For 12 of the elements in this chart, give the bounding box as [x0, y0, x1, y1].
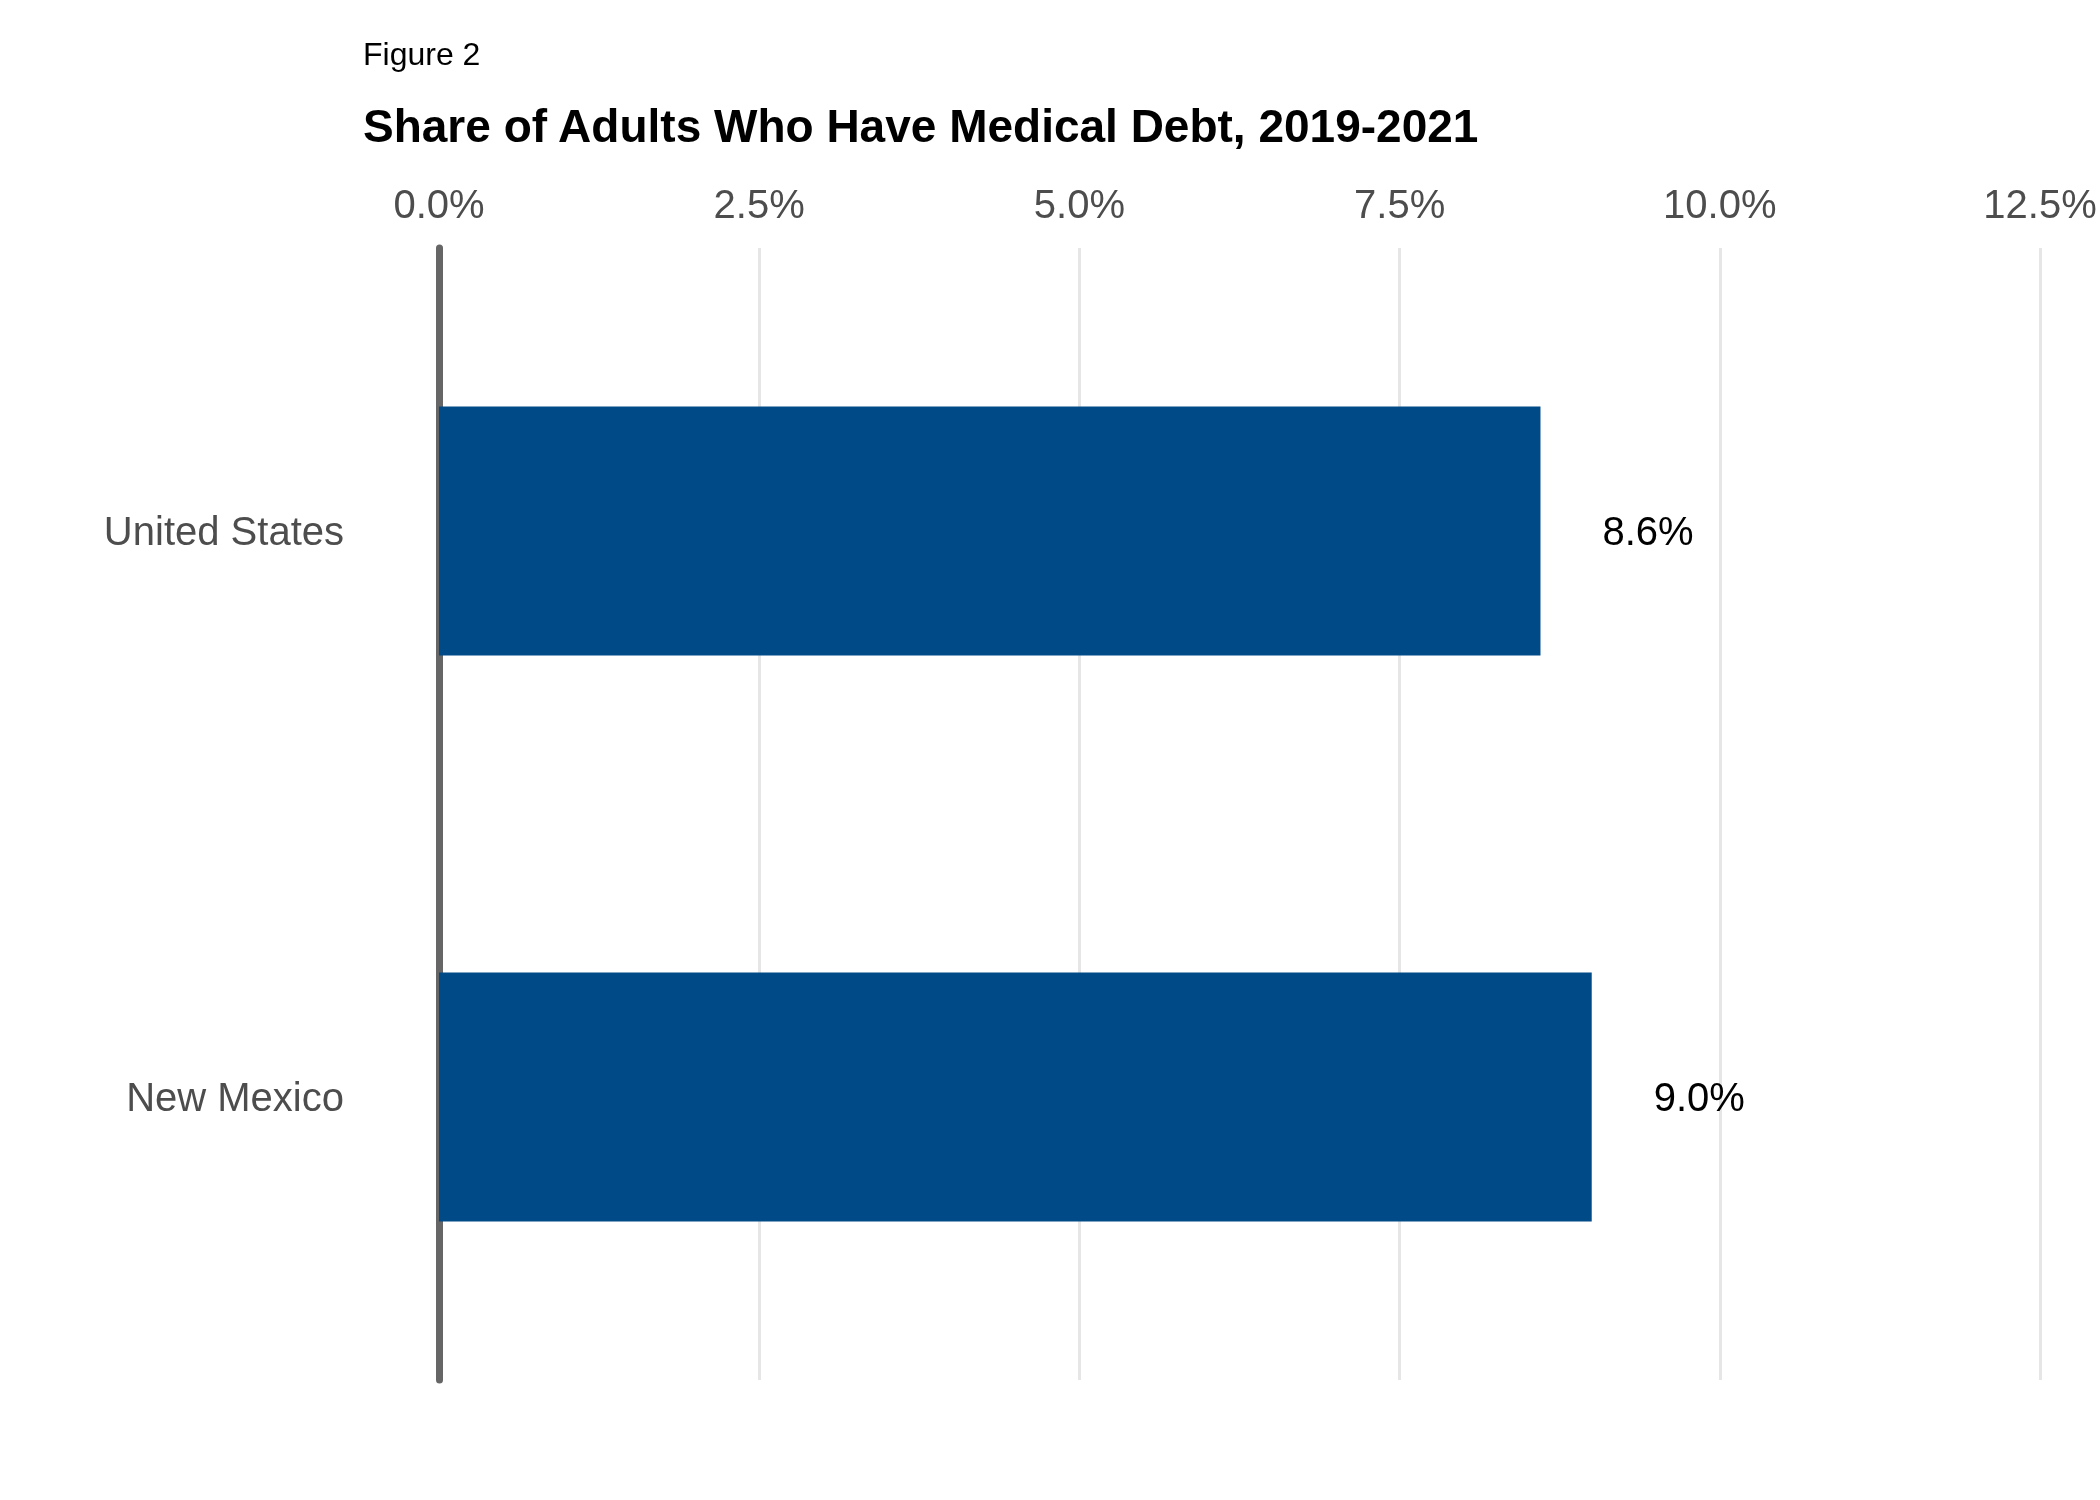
y-tick-label: United States [103, 509, 344, 553]
x-tick-label: 0.0% [393, 182, 485, 226]
x-tick-label: 7.5% [1354, 182, 1446, 226]
x-tick-label: 10.0% [1663, 182, 1777, 226]
x-tick-label: 2.5% [713, 182, 805, 226]
x-tick-label: 5.0% [1033, 182, 1125, 226]
data-label: 8.6% [1602, 509, 1694, 553]
chart-title: Share of Adults Who Have Medical Debt, 2019-2021 [363, 100, 1479, 152]
caption: Figure 2 [363, 36, 481, 72]
y-tick-label: New Mexico [126, 1075, 344, 1119]
data-label: 9.0% [1653, 1075, 1745, 1119]
x-tick-label: 12.5% [1983, 182, 2097, 226]
